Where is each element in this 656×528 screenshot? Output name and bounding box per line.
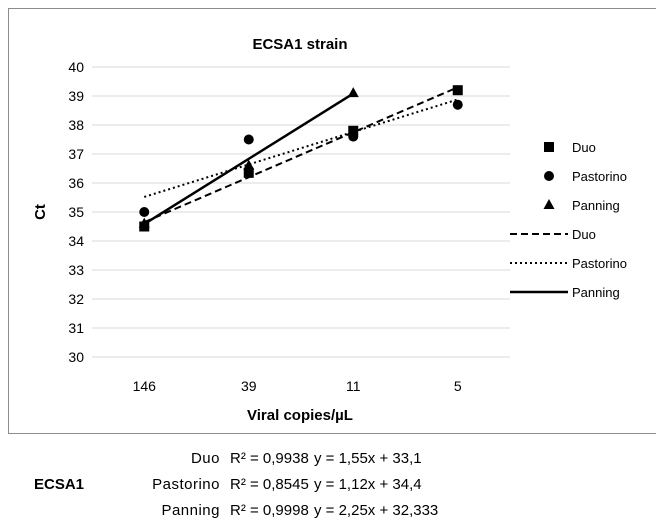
regression-series-name: Panning	[161, 502, 220, 519]
regression-series-name: Duo	[190, 450, 220, 467]
legend-label: Pastorino	[572, 169, 627, 184]
chart-svg: ECSA1 strain 30 31 32 33 34 35 36 37 38 39 40 146 39 1…	[32, 36, 627, 424]
legend-label: Pastorino	[572, 256, 627, 271]
y-tick-label: 33	[68, 262, 84, 278]
x-tick-label: 5	[454, 378, 462, 394]
point-pastorino	[452, 99, 463, 110]
y-tick-label: 38	[68, 117, 84, 133]
y-axis-label: Ct	[32, 204, 49, 220]
y-tick-label: 39	[68, 88, 84, 104]
regression-r2: R² = 0,9998	[230, 502, 309, 519]
point-pastorino	[348, 131, 359, 142]
regression-equation: y = 1,55x + 33,1	[314, 450, 422, 467]
x-tick-label: 11	[346, 378, 361, 394]
y-tick-label: 32	[68, 291, 84, 307]
x-tick-label: 146	[133, 378, 157, 394]
point-panning	[138, 217, 150, 228]
y-tick-label: 40	[68, 59, 84, 75]
regression-group-label: ECSA1	[34, 476, 85, 493]
point-pastorino	[139, 207, 150, 217]
point-duo	[348, 125, 359, 136]
y-tick-label: 30	[68, 349, 84, 365]
y-tick-label: 36	[68, 175, 84, 191]
legend-label: Duo	[572, 227, 596, 242]
y-tick-label: 35	[68, 204, 84, 220]
x-axis-label: Viral copies/µL	[247, 407, 353, 424]
trendline-pastorino	[143, 98, 459, 198]
legend-marker-pastorino	[544, 171, 554, 181]
point-panning	[243, 159, 255, 170]
regression-series-name: Pastorino	[152, 476, 220, 493]
point-panning	[347, 87, 359, 98]
point-pastorino	[243, 134, 254, 145]
regression-r2: R² = 0,9938	[230, 450, 309, 467]
x-tick-label: 39	[241, 378, 257, 394]
legend-label: Duo	[572, 140, 596, 155]
chart-frame	[8, 8, 656, 434]
point-duo	[452, 85, 463, 96]
y-tick-label: 31	[68, 320, 84, 336]
y-tick-label: 34	[68, 233, 84, 249]
legend-marker-panning	[543, 199, 555, 209]
trendline-duo	[143, 86, 459, 224]
regression-equation: y = 2,25x + 32,333	[314, 502, 439, 519]
regression-r2: R² = 0,8545	[230, 476, 309, 493]
regression-equation: y = 1,12x + 34,4	[314, 476, 422, 493]
y-tick-label: 37	[68, 146, 84, 162]
trendline-panning	[143, 92, 354, 226]
point-duo	[243, 167, 254, 178]
legend-marker-duo	[544, 142, 554, 152]
chart-title: ECSA1 strain	[252, 36, 347, 53]
legend-label: Panning	[572, 285, 620, 300]
legend-label: Panning	[572, 198, 620, 213]
